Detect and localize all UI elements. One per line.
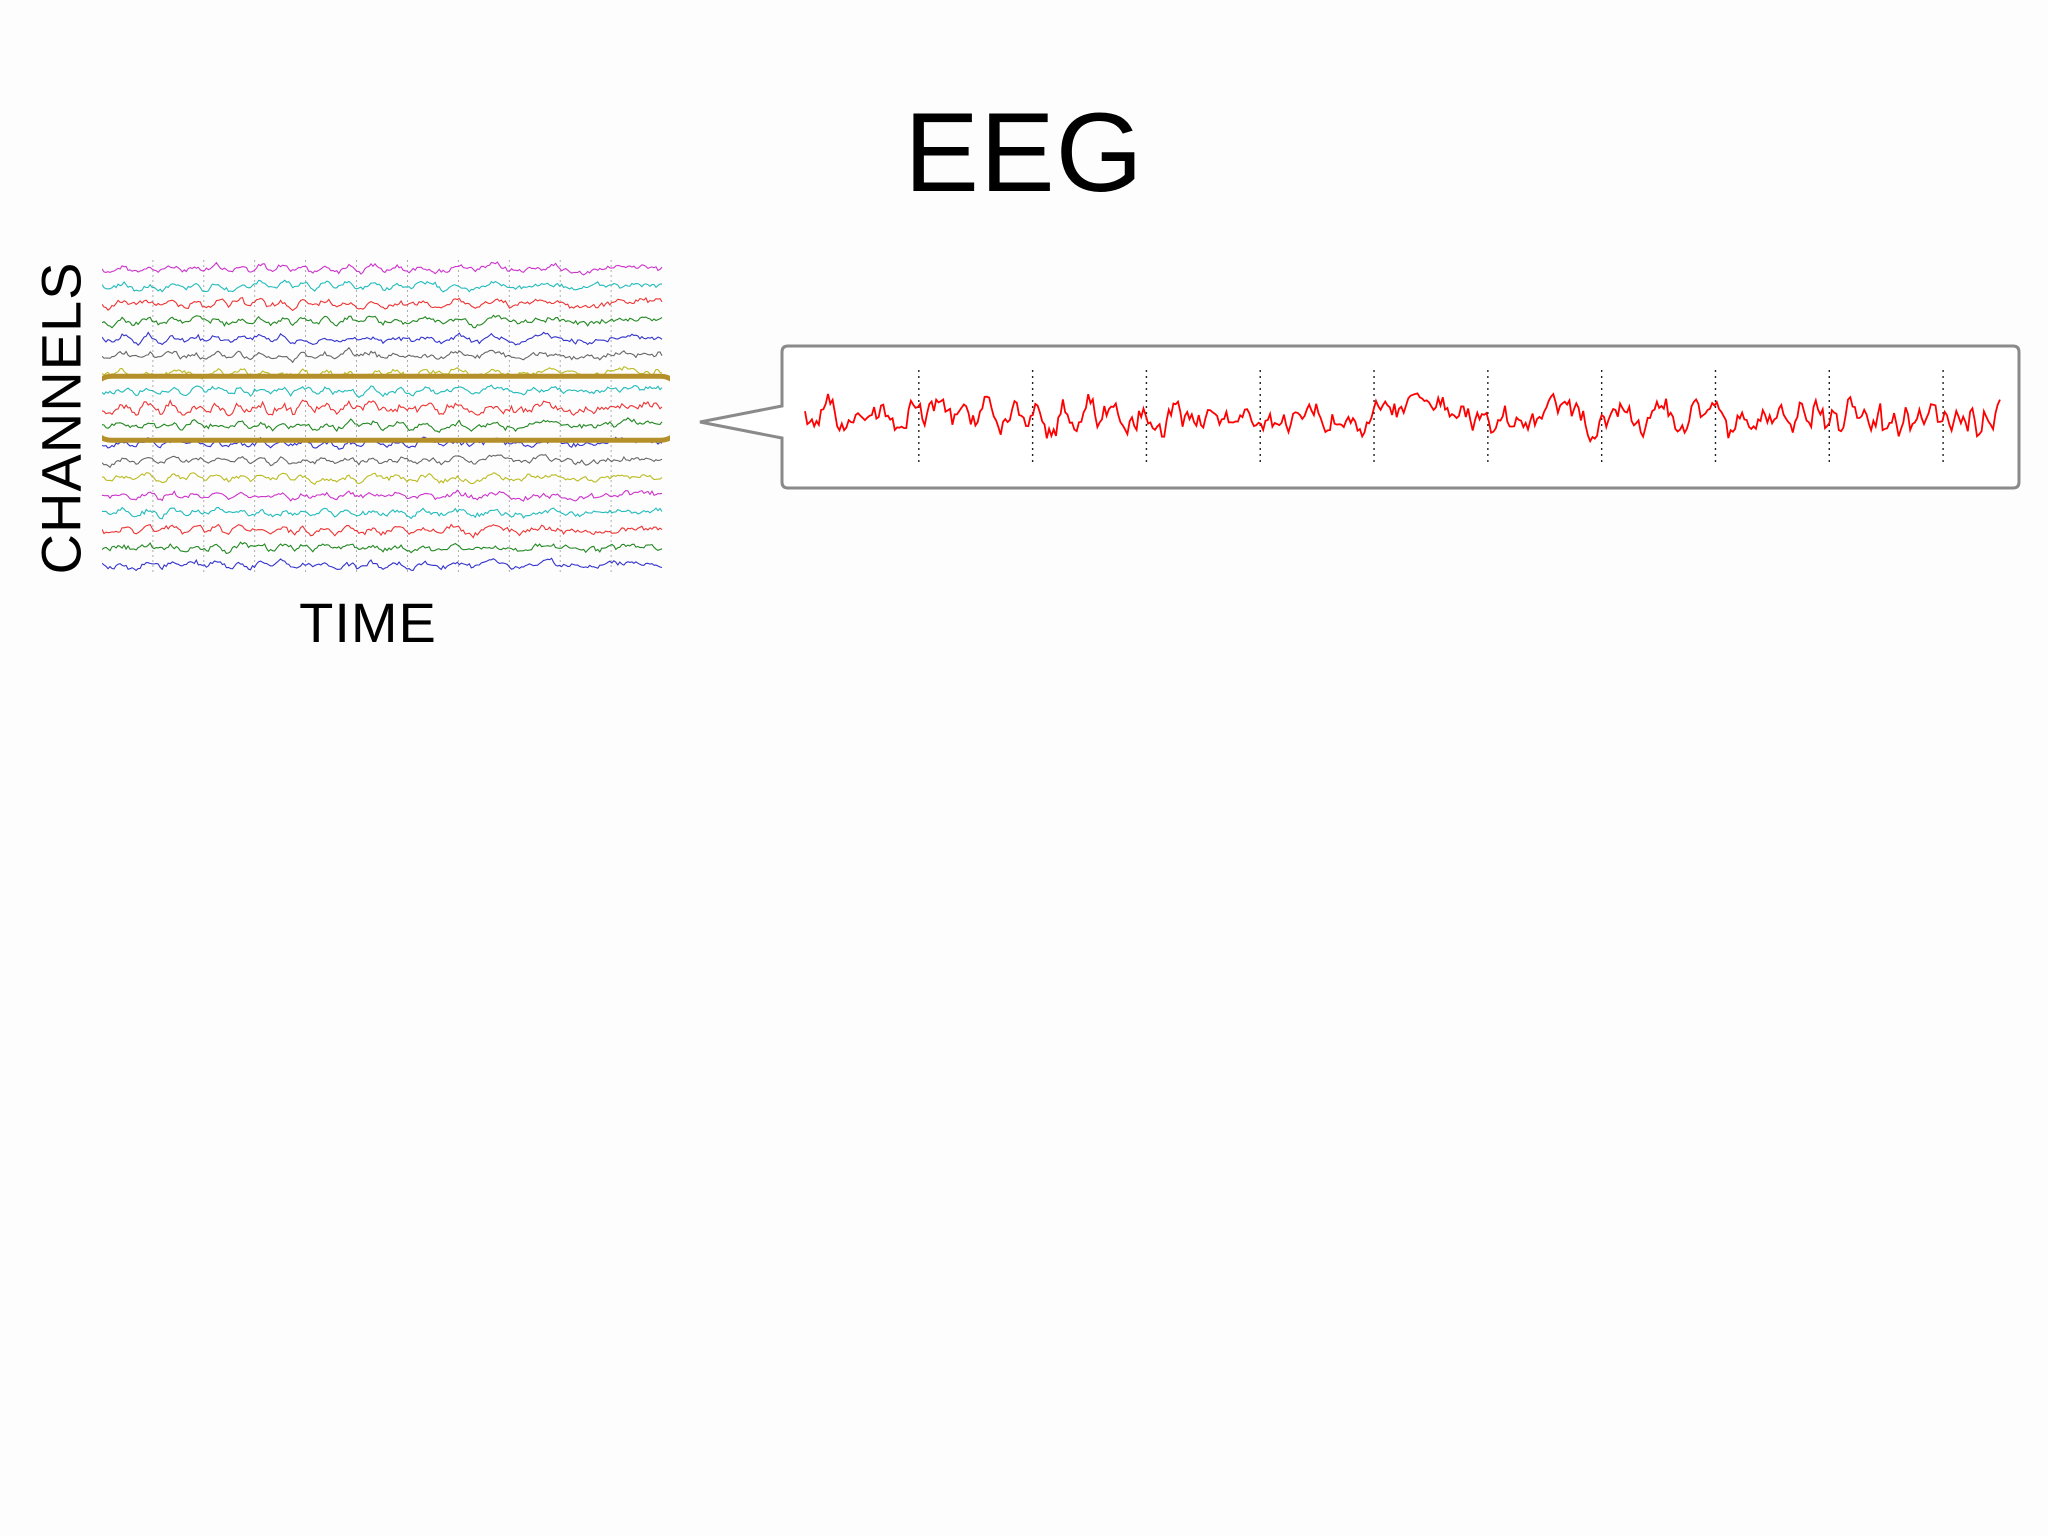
callout-bubble (699, 344, 2021, 490)
channel-trace (102, 523, 663, 539)
channel-trace (102, 506, 663, 520)
channel-trace (102, 399, 663, 417)
channel-trace (102, 417, 663, 434)
time-axis-label: TIME (299, 591, 437, 654)
channel-trace (102, 557, 663, 572)
zoomed-channel-callout (699, 344, 2021, 490)
channel-trace (102, 489, 663, 502)
zoomed-channel-trace (804, 392, 2001, 444)
channel-trace (102, 541, 663, 555)
channel-trace (102, 331, 663, 347)
eeg-multichannel-plot (102, 260, 670, 574)
eeg-grid (152, 260, 612, 574)
channel-trace (102, 314, 663, 329)
channel-trace (102, 261, 663, 276)
channel-trace (102, 279, 662, 293)
channel-trace (102, 346, 663, 364)
zoomed-channel-grid (918, 370, 1944, 465)
channel-trace (102, 384, 663, 399)
channel-trace (102, 454, 663, 469)
selected-channel-highlight (102, 373, 670, 443)
channels-axis-label: CHANNELS (29, 261, 93, 575)
channel-trace (102, 472, 663, 486)
eeg-channel-traces (102, 261, 663, 572)
slide-title: EEG (904, 90, 1144, 215)
channel-trace (102, 296, 663, 312)
